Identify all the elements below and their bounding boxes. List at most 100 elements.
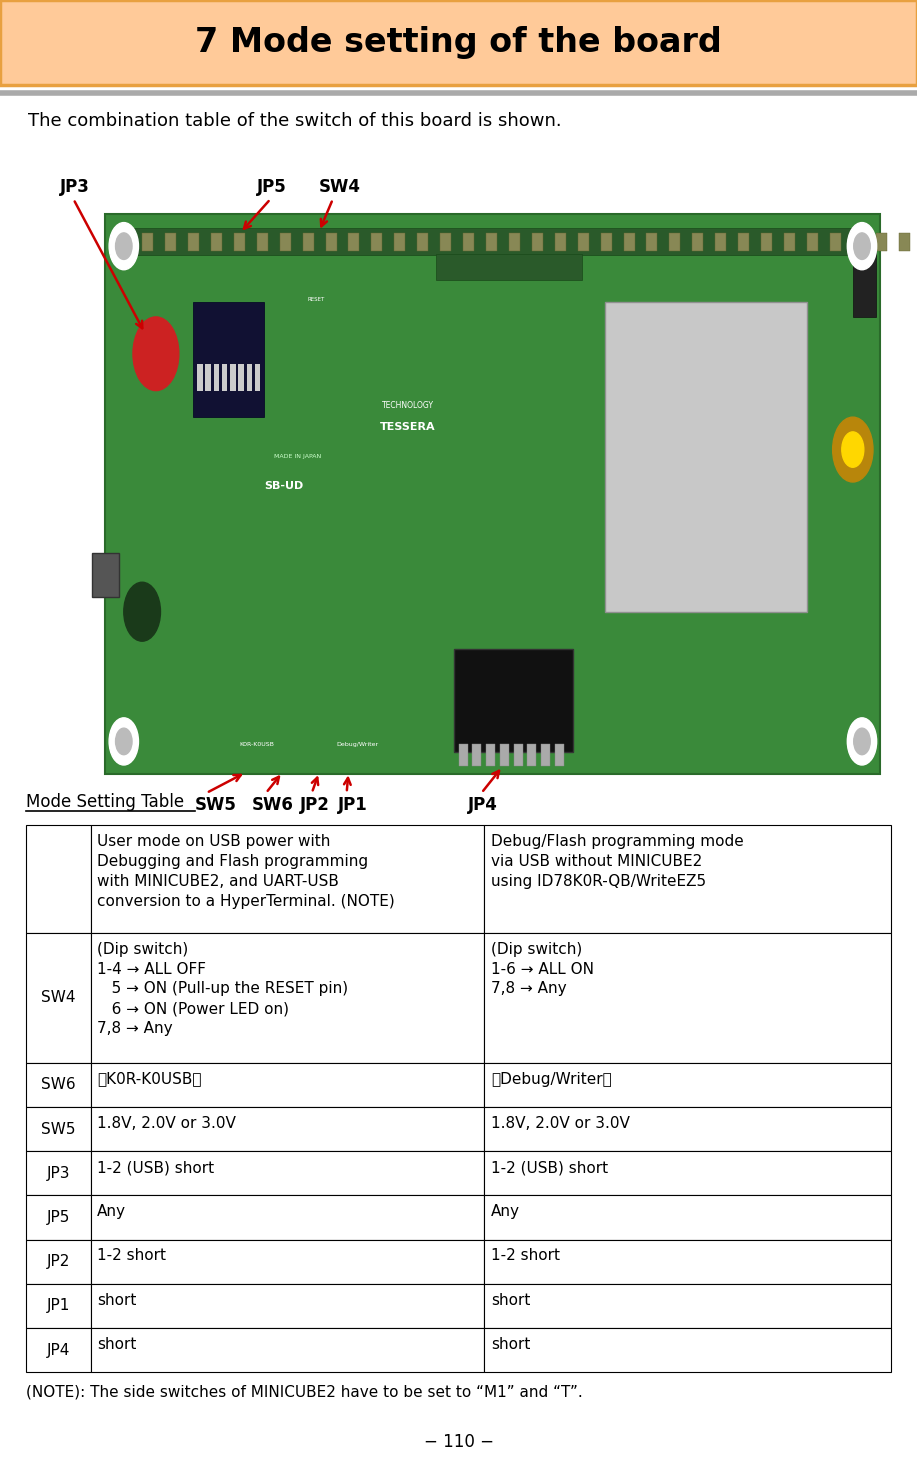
Text: SW6: SW6 — [41, 1077, 75, 1092]
Bar — [211, 233, 222, 251]
Bar — [509, 233, 520, 251]
Text: short: short — [97, 1293, 137, 1307]
Text: JP5: JP5 — [257, 178, 286, 196]
Circle shape — [124, 582, 160, 641]
Bar — [105, 214, 880, 774]
Bar — [484, 825, 891, 933]
Bar — [555, 233, 566, 251]
Text: short: short — [97, 1337, 137, 1352]
Bar — [234, 233, 245, 251]
Text: Any: Any — [491, 1204, 520, 1219]
Bar — [484, 1151, 891, 1195]
Text: 7 Mode setting of the board: 7 Mode setting of the board — [195, 27, 722, 59]
Text: JP1: JP1 — [337, 796, 367, 814]
Bar — [91, 1195, 484, 1240]
Text: Debug/Flash programming mode
via USB without MINICUBE2
using ID78K0R-QB/WriteEZ5: Debug/Flash programming mode via USB wit… — [491, 834, 744, 889]
Text: SW5: SW5 — [41, 1122, 75, 1136]
Bar — [853, 233, 864, 251]
Bar — [119, 233, 130, 251]
Bar — [484, 1107, 891, 1151]
Text: 1-2 short: 1-2 short — [491, 1248, 560, 1263]
Bar — [436, 254, 582, 280]
Text: SW4: SW4 — [319, 178, 361, 196]
Bar — [624, 233, 635, 251]
Bar — [715, 233, 726, 251]
Bar — [784, 233, 795, 251]
Bar — [601, 233, 612, 251]
Bar — [486, 233, 497, 251]
Bar — [26, 825, 91, 933]
Bar — [26, 1195, 91, 1240]
Bar — [255, 364, 260, 391]
Text: − 110 −: − 110 − — [424, 1433, 493, 1450]
Bar — [646, 233, 657, 251]
Circle shape — [847, 718, 877, 765]
Text: TECHNOLOGY: TECHNOLOGY — [382, 401, 434, 410]
Bar — [257, 233, 268, 251]
Text: short: short — [491, 1337, 530, 1352]
Bar — [91, 1284, 484, 1328]
Circle shape — [109, 223, 138, 270]
Bar — [484, 1063, 891, 1107]
Bar — [500, 744, 509, 766]
Circle shape — [842, 432, 864, 467]
Circle shape — [133, 317, 179, 391]
Bar — [807, 233, 818, 251]
Circle shape — [854, 233, 870, 259]
Bar — [193, 302, 264, 417]
Text: SW4: SW4 — [41, 991, 75, 1005]
Bar — [214, 364, 219, 391]
Bar — [876, 233, 887, 251]
Bar — [541, 744, 550, 766]
Text: JP2: JP2 — [47, 1254, 70, 1269]
Bar — [205, 364, 211, 391]
Bar — [440, 233, 451, 251]
Text: SW5: SW5 — [194, 796, 237, 814]
Text: 1.8V, 2.0V or 3.0V: 1.8V, 2.0V or 3.0V — [97, 1116, 236, 1131]
Bar — [26, 1107, 91, 1151]
Bar — [669, 233, 680, 251]
Text: JP2: JP2 — [300, 796, 330, 814]
Bar — [899, 233, 910, 251]
Bar — [91, 1107, 484, 1151]
Text: Any: Any — [97, 1204, 126, 1219]
Bar — [26, 1063, 91, 1107]
Bar — [463, 233, 474, 251]
Bar — [115, 228, 871, 255]
Bar — [26, 1328, 91, 1372]
Bar — [371, 233, 382, 251]
Bar — [486, 744, 495, 766]
Text: K0R-K0USB: K0R-K0USB — [239, 741, 274, 747]
Circle shape — [109, 718, 138, 765]
Bar — [605, 302, 807, 612]
Bar — [484, 1240, 891, 1284]
Text: 1.8V, 2.0V or 3.0V: 1.8V, 2.0V or 3.0V — [491, 1116, 630, 1131]
Text: MADE IN JAPAN: MADE IN JAPAN — [274, 454, 322, 460]
Text: User mode on USB power with
Debugging and Flash programming
with MINICUBE2, and : User mode on USB power with Debugging an… — [97, 834, 395, 908]
Text: JP1: JP1 — [47, 1299, 70, 1313]
Text: 1-2 (USB) short: 1-2 (USB) short — [97, 1160, 215, 1175]
Bar — [484, 1195, 891, 1240]
Bar — [280, 233, 291, 251]
Text: TESSERA: TESSERA — [381, 423, 436, 432]
Bar — [761, 233, 772, 251]
Circle shape — [833, 417, 873, 482]
Circle shape — [116, 728, 132, 755]
Bar — [91, 1063, 484, 1107]
Bar — [91, 1151, 484, 1195]
Bar — [247, 364, 252, 391]
Bar — [26, 1151, 91, 1195]
Text: SB-UD: SB-UD — [265, 482, 304, 491]
Bar — [91, 933, 484, 1063]
Bar — [532, 233, 543, 251]
Bar — [303, 233, 314, 251]
Text: Debug/Writer: Debug/Writer — [337, 741, 379, 747]
Text: short: short — [491, 1293, 530, 1307]
Text: JP3: JP3 — [47, 1166, 70, 1181]
Text: 『K0R-K0USB』: 『K0R-K0USB』 — [97, 1072, 202, 1086]
Bar — [458, 744, 468, 766]
Bar — [484, 1284, 891, 1328]
Bar — [142, 233, 153, 251]
Bar — [26, 1284, 91, 1328]
Circle shape — [116, 233, 132, 259]
